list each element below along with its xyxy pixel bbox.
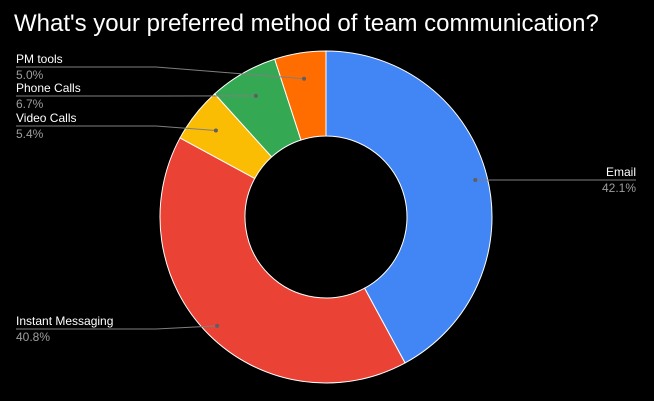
leader-line-instant-messaging [16,325,218,330]
chart-title: What's your preferred method of team com… [14,10,599,37]
label-email: Email [606,165,636,179]
percent-video-calls: 5.4% [16,127,44,141]
slice-pm-tools [274,50,327,141]
slices-group [159,50,493,384]
leader-dot-instant-messaging [215,323,220,328]
leader-line-pm-tools [16,66,305,80]
percent-pm-tools: 5.0% [16,68,44,82]
percent-email: 42.1% [602,181,636,195]
leader-dot-video-calls [213,128,218,133]
slice-instant-messaging [159,137,406,384]
label-pm-tools: PM tools [16,52,63,66]
label-video-calls: Video Calls [16,111,76,125]
leader-line-video-calls [16,125,216,131]
leader-dot-pm-tools [302,76,307,81]
slice-email [325,50,493,364]
label-phone-calls: Phone Calls [16,81,81,95]
percent-phone-calls: 6.7% [16,97,44,111]
leader-dot-phone-calls [253,93,258,98]
leader-dot-email [473,178,478,182]
labels-group: Email 42.1% Instant Messaging 40.8% Video Ca… [16,52,636,344]
percent-instant-messaging: 40.8% [16,330,50,344]
label-instant-messaging: Instant Messaging [16,314,113,328]
leader-lines-group [16,66,636,330]
